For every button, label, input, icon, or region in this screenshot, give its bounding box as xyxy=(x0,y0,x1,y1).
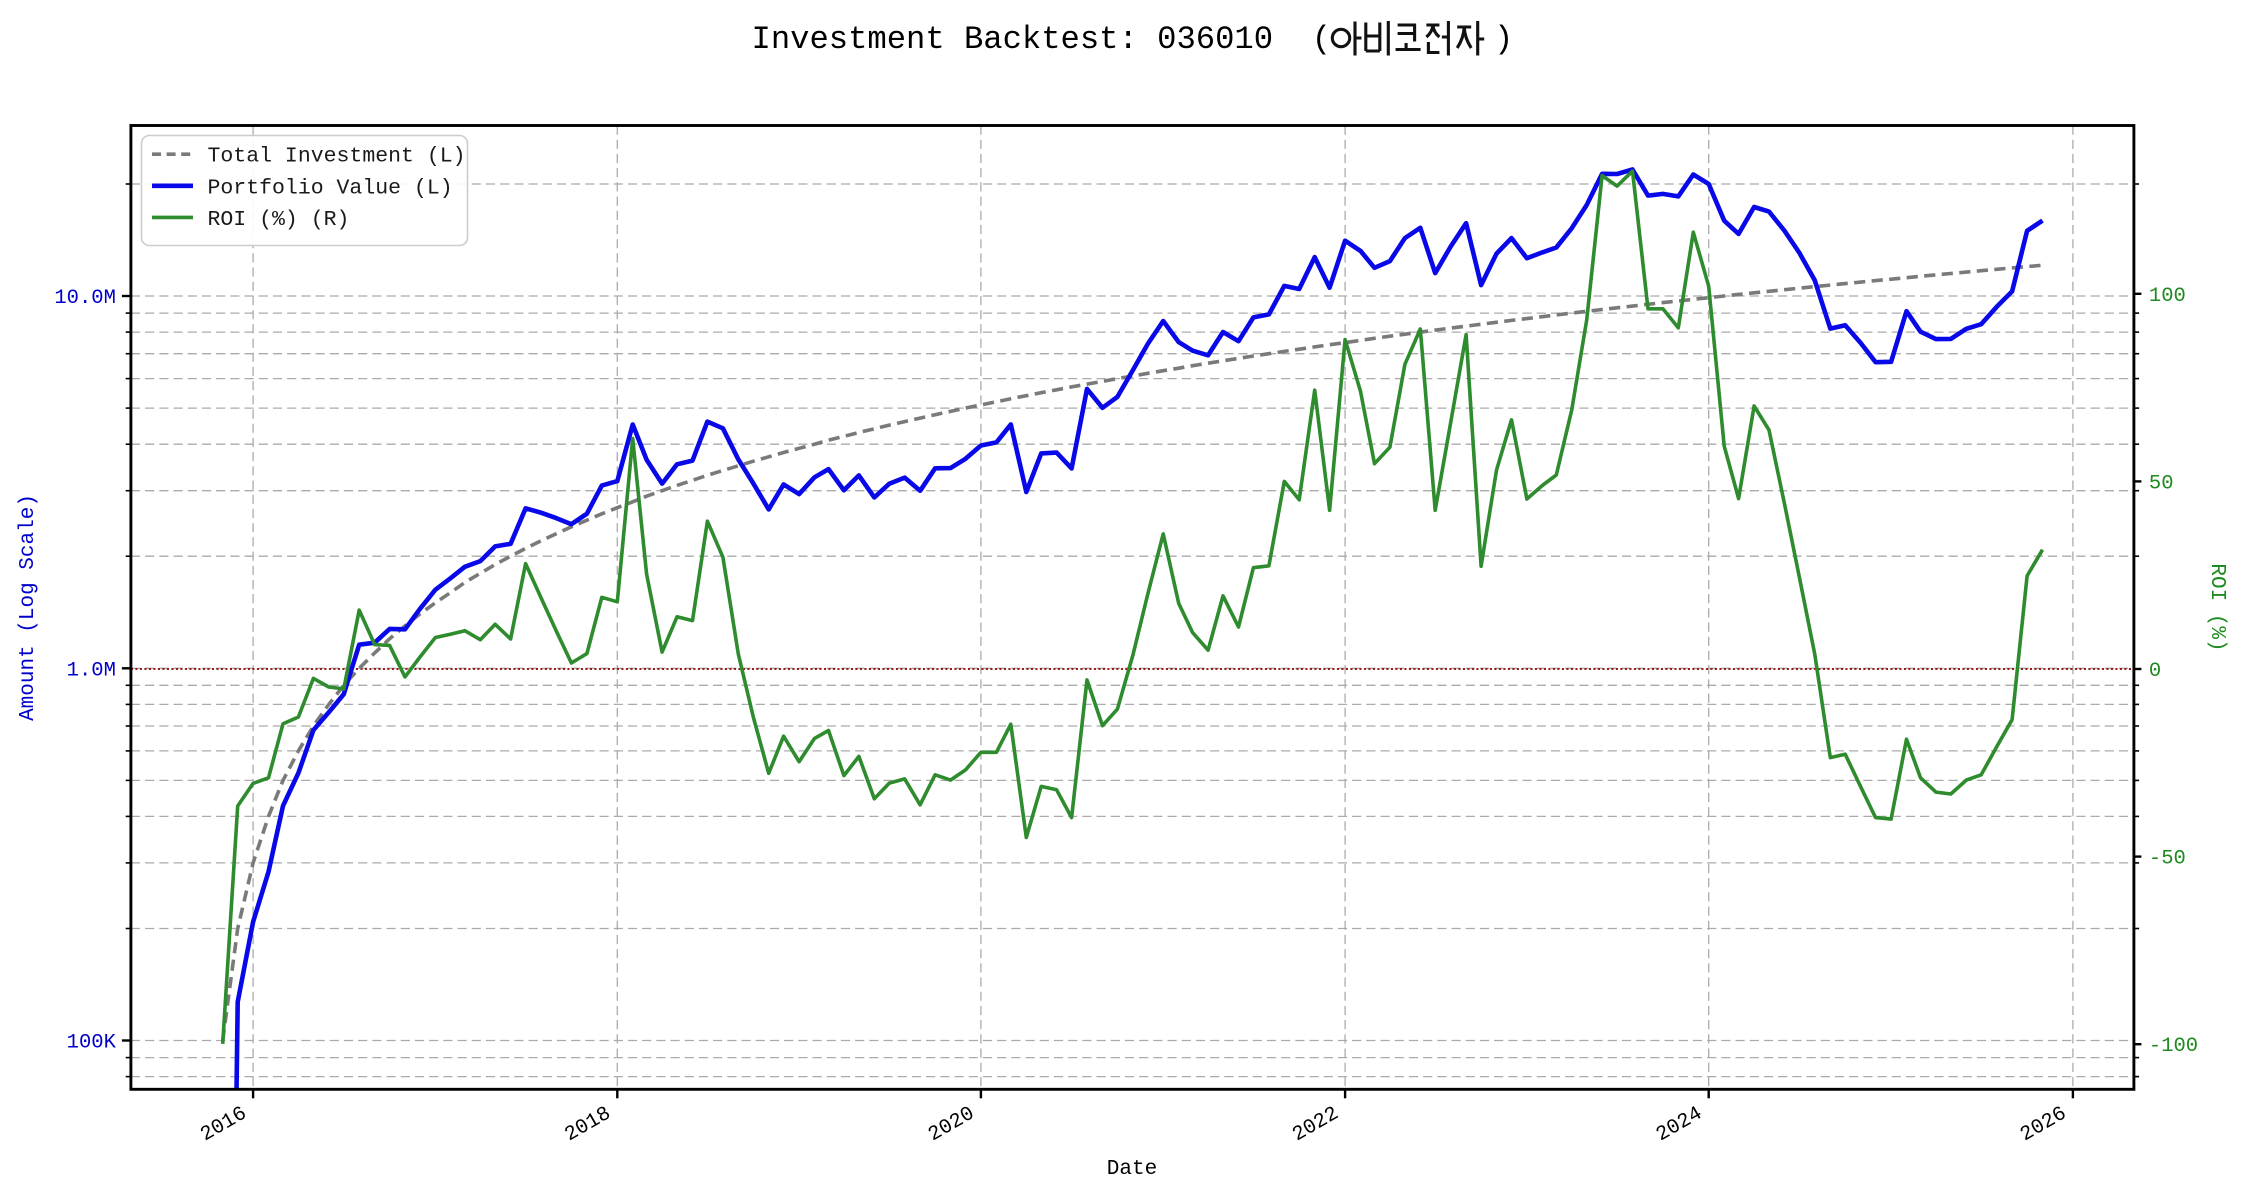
svg-text:-50: -50 xyxy=(2149,848,2186,871)
svg-text:Total Investment (L): Total Investment (L) xyxy=(208,145,466,169)
svg-text:ROI (%) (R): ROI (%) (R) xyxy=(208,208,350,232)
svg-text:1.0M: 1.0M xyxy=(67,659,116,682)
svg-text:50: 50 xyxy=(2149,472,2174,495)
svg-text:ROI (%): ROI (%) xyxy=(2205,563,2228,651)
svg-text:100K: 100K xyxy=(67,1032,117,1055)
svg-text:-100: -100 xyxy=(2149,1035,2198,1058)
svg-text:(: ( xyxy=(1312,21,1331,58)
svg-text:Investment Backtest: 036010: Investment Backtest: 036010 xyxy=(752,21,1274,58)
svg-text:): ) xyxy=(1494,21,1513,58)
svg-text:10.0M: 10.0M xyxy=(54,287,116,310)
svg-text:Portfolio Value (L): Portfolio Value (L) xyxy=(208,176,453,200)
svg-text:100: 100 xyxy=(2149,285,2186,308)
svg-text:Amount (Log Scale): Amount (Log Scale) xyxy=(17,494,40,721)
svg-text:0: 0 xyxy=(2149,660,2161,683)
svg-text:Date: Date xyxy=(1107,1158,1157,1181)
